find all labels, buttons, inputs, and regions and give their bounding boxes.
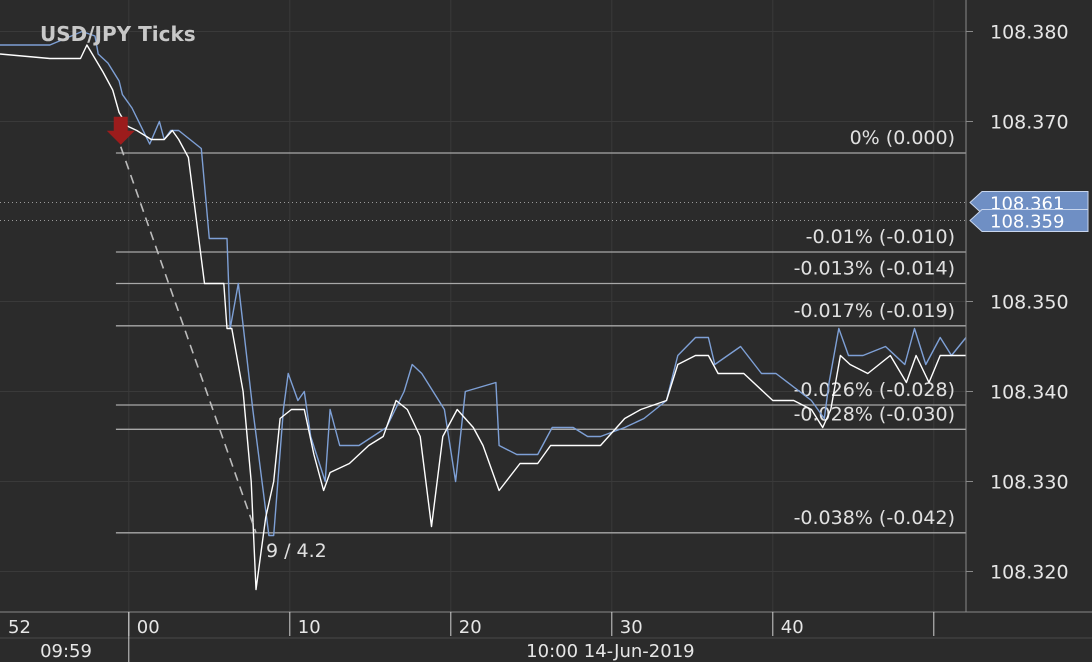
- level-label: -0.013% (-0.014): [794, 258, 955, 280]
- sell-arrow-icon[interactable]: [106, 116, 135, 145]
- price-axis-background: [966, 0, 1092, 612]
- level-label: -0.028% (-0.030): [794, 403, 955, 425]
- price-tick-label: 108.370: [990, 112, 1069, 134]
- price-tick-label: 108.330: [990, 472, 1069, 494]
- time-tick-label: 52: [8, 617, 31, 638]
- chart-title: USD/JPY Ticks: [40, 22, 196, 46]
- level-label: -0.01% (-0.010): [806, 226, 955, 248]
- time-tick-label: 40: [781, 617, 804, 638]
- measure-line: [119, 146, 257, 534]
- grid-lines: [0, 0, 966, 612]
- measure-label: 9 / 4.2: [266, 540, 327, 562]
- current-price-label: 108.359: [990, 212, 1064, 233]
- price-tick-label: 108.340: [990, 382, 1069, 404]
- time-tick-label: 20: [459, 617, 482, 638]
- date-label: 10:00 14-Jun-2019: [526, 641, 694, 662]
- price-tick-label: 108.380: [990, 22, 1069, 44]
- price-axis[interactable]: 108.380 108.370 108.350 108.340 108.330 108.3…: [965, 0, 1092, 612]
- time-tick-label: 10: [298, 617, 321, 638]
- time-axis-background: [0, 612, 1092, 662]
- price-tick-label: 108.320: [990, 562, 1069, 584]
- price-tick-label: 108.350: [990, 292, 1069, 314]
- time-tick-label: 00: [137, 617, 160, 638]
- level-label: 0% (0.000): [850, 127, 955, 149]
- date-label: 09:59: [40, 641, 92, 662]
- level-label: -0.026% (-0.028): [794, 379, 955, 401]
- time-axis[interactable]: 52 00 10 20 30 40 09:59 10:00 14-Jun-2019: [0, 611, 1092, 662]
- time-tick-label: 30: [620, 617, 643, 638]
- level-label: -0.038% (-0.042): [794, 507, 955, 529]
- price-series: [0, 30, 967, 591]
- bid-series-line: [0, 44, 966, 591]
- current-price-badge: [969, 209, 1089, 232]
- trade-annotations: 9 / 4.2: [106, 116, 327, 562]
- level-label: -0.017% (-0.019): [794, 300, 955, 322]
